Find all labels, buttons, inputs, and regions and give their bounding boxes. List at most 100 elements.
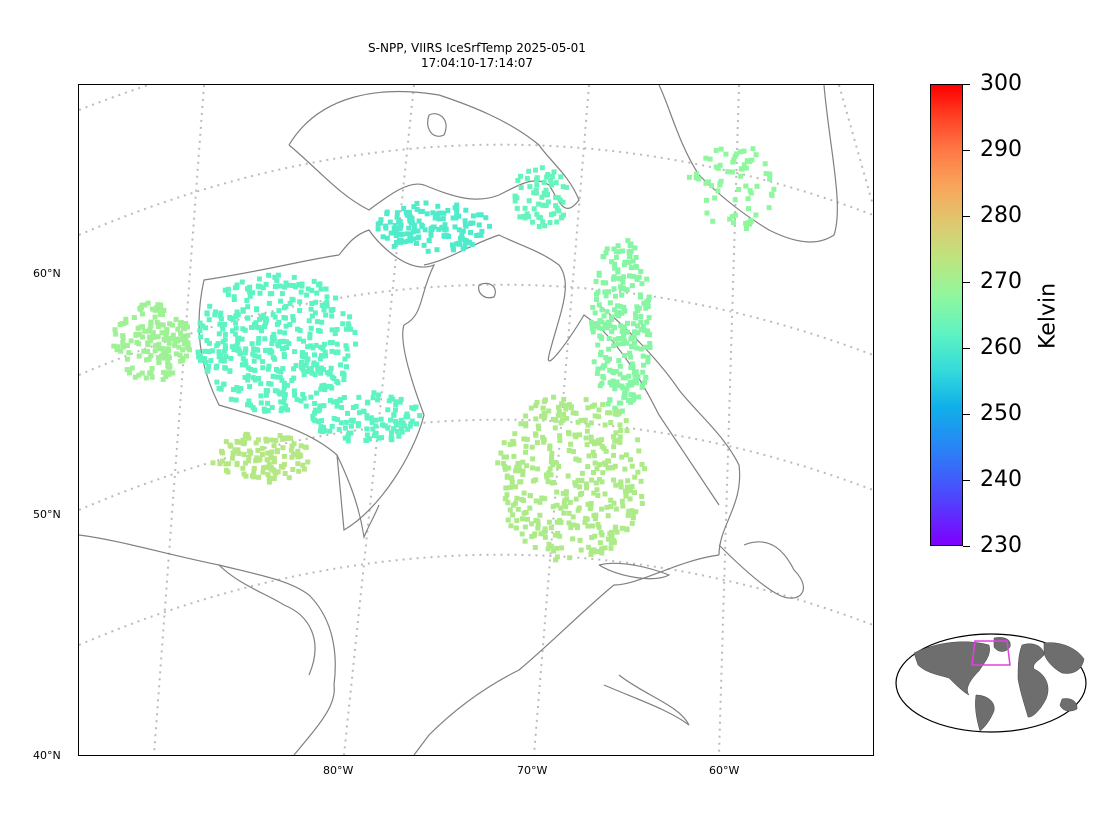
temperature-pixel: [290, 317, 296, 323]
temperature-pixel: [549, 450, 555, 456]
temperature-pixel: [334, 327, 340, 332]
temperature-pixel: [274, 374, 280, 380]
temperature-pixel: [632, 490, 637, 495]
temperature-pixel: [294, 397, 300, 402]
temperature-pixel: [508, 475, 514, 481]
temperature-pixel: [583, 481, 589, 487]
temperature-pixel: [533, 431, 538, 437]
temperature-pixel: [723, 151, 729, 157]
temperature-pixel: [223, 439, 229, 445]
temperature-pixel: [557, 433, 563, 439]
temperature-pixel: [556, 408, 562, 414]
temperature-pixel: [560, 417, 565, 423]
temperature-pixel: [155, 334, 161, 340]
temperature-pixel: [119, 321, 125, 327]
temperature-pixel: [600, 470, 606, 476]
temperature-pixel: [382, 423, 388, 429]
temperature-pixel: [766, 205, 772, 211]
temperature-pixel: [545, 192, 550, 197]
temperature-pixel: [622, 353, 628, 358]
temperature-pixel: [567, 555, 573, 561]
temperature-pixel: [640, 353, 646, 359]
temperature-pixel: [536, 201, 542, 207]
temperature-pixel: [277, 391, 283, 397]
temperature-pixel: [228, 396, 234, 402]
temperature-pixel: [267, 347, 273, 353]
temperature-pixel: [534, 182, 540, 188]
temperature-pixel: [514, 518, 520, 524]
temperature-pixel: [612, 265, 618, 271]
temperature-pixel: [255, 347, 261, 353]
temperature-pixel: [112, 327, 118, 333]
temperature-pixel: [301, 466, 307, 472]
temperature-pixel: [141, 348, 147, 354]
temperature-pixel: [262, 324, 268, 329]
temperature-pixel: [239, 279, 245, 285]
temperature-pixel: [535, 423, 541, 429]
temperature-pixel: [501, 454, 507, 460]
temperature-pixel: [524, 436, 530, 442]
temperature-pixel: [207, 303, 213, 309]
temperature-pixel: [302, 444, 308, 450]
temperature-pixel: [595, 366, 601, 372]
temperature-pixel: [153, 334, 159, 340]
temperature-pixel: [557, 438, 563, 443]
temperature-pixel: [528, 493, 533, 499]
temperature-pixel: [183, 337, 189, 343]
temperature-pixel: [640, 324, 646, 329]
temperature-pixel: [585, 405, 591, 411]
north-america-shape: [913, 641, 990, 696]
temperature-pixel: [152, 348, 158, 354]
temperature-pixel: [406, 225, 412, 231]
temperature-pixel: [316, 282, 321, 288]
temperature-pixel: [259, 445, 265, 451]
temperature-pixel: [540, 405, 546, 411]
temperature-pixel: [380, 234, 386, 240]
temperature-pixel: [539, 165, 545, 171]
temperature-pixel: [233, 397, 239, 403]
temperature-pixel: [129, 365, 135, 371]
temperature-pixel: [328, 365, 334, 371]
temperature-pixel: [246, 454, 252, 460]
temperature-pixel: [615, 409, 621, 415]
temperature-pixel: [564, 496, 570, 502]
temperature-pixel: [503, 485, 509, 491]
temperature-pixel: [334, 403, 340, 409]
temperature-pixel: [514, 205, 520, 211]
temperature-pixel: [315, 408, 321, 414]
temperature-pixel: [579, 490, 585, 496]
temperature-pixel: [298, 398, 304, 404]
temperature-pixel: [618, 428, 624, 433]
temperature-pixel: [749, 157, 755, 163]
temperature-pixel: [398, 222, 404, 228]
coastlines: [79, 85, 838, 755]
temperature-pixel: [559, 215, 565, 221]
colorbar-tick-label: 290: [980, 137, 1022, 162]
temperature-pixel: [398, 425, 404, 431]
colorbar-tick-label: 280: [980, 203, 1022, 228]
temperature-pixel: [632, 372, 638, 378]
temperature-pixel: [247, 384, 253, 390]
temperature-pixel: [251, 474, 257, 480]
temperature-pixel: [563, 402, 569, 408]
temperature-pixel: [573, 456, 579, 462]
temperature-pixel: [296, 336, 302, 342]
temperature-pixel: [364, 432, 370, 438]
temperature-pixel: [312, 401, 318, 406]
temperature-pixel: [255, 447, 261, 453]
temperature-pixel: [592, 516, 598, 522]
temperature-pixel: [312, 372, 318, 378]
temperature-pixel: [232, 285, 238, 291]
temperature-pixel: [300, 353, 306, 358]
temperature-pixel: [300, 462, 306, 468]
temperature-pixel: [388, 417, 393, 423]
temperature-pixel: [243, 460, 248, 466]
temperature-pixel: [218, 316, 224, 322]
temperature-pixel: [305, 286, 311, 292]
temperature-pixel: [463, 207, 469, 213]
temperature-pixel: [260, 285, 266, 291]
temperature-pixel: [526, 214, 531, 220]
temperature-pixel: [314, 362, 320, 368]
temperature-pixel: [597, 383, 603, 389]
temperature-pixel: [621, 262, 627, 268]
